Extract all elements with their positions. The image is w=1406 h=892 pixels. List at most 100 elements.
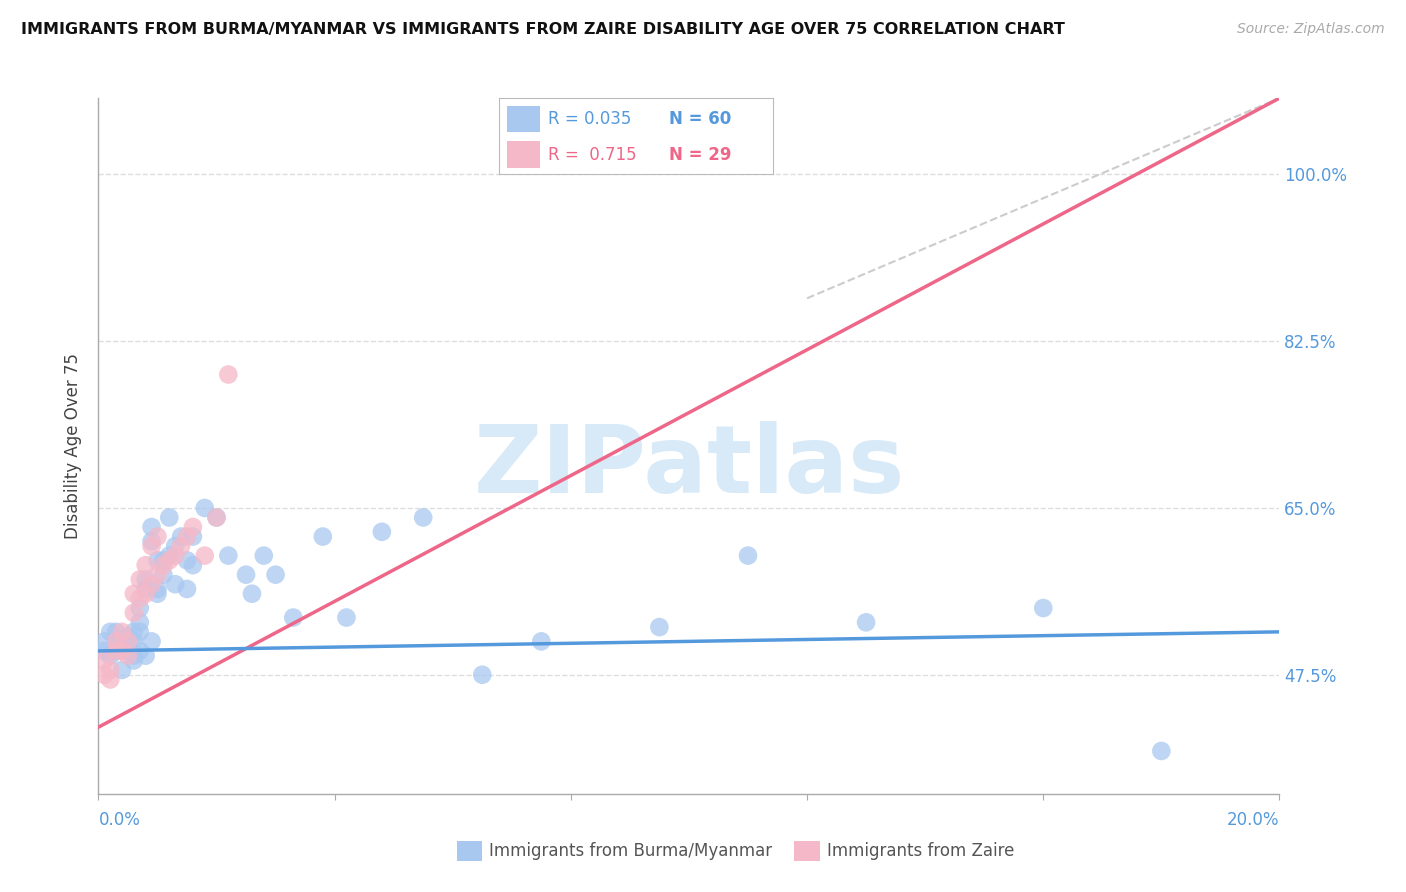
- Text: N = 60: N = 60: [669, 110, 731, 128]
- Point: [170, 530, 193, 544]
- Text: R =  0.715: R = 0.715: [548, 146, 637, 164]
- Point: [152, 553, 174, 567]
- Point: [283, 610, 305, 624]
- Point: [105, 634, 128, 648]
- Point: [128, 601, 150, 615]
- Point: [93, 644, 115, 658]
- Text: Immigrants from Burma/Myanmar: Immigrants from Burma/Myanmar: [489, 842, 772, 860]
- Point: [105, 634, 128, 648]
- Point: [111, 663, 134, 677]
- Point: [122, 587, 145, 601]
- Point: [165, 539, 187, 553]
- Text: Source: ZipAtlas.com: Source: ZipAtlas.com: [1237, 22, 1385, 37]
- Point: [217, 549, 239, 563]
- Point: [471, 667, 494, 681]
- Point: [205, 510, 228, 524]
- Y-axis label: Disability Age Over 75: Disability Age Over 75: [65, 353, 83, 539]
- Point: [122, 606, 145, 620]
- Point: [122, 624, 145, 639]
- Text: 20.0%: 20.0%: [1227, 811, 1279, 829]
- Bar: [508, 106, 540, 132]
- Point: [117, 634, 139, 648]
- Point: [194, 549, 217, 563]
- Point: [141, 577, 163, 591]
- Point: [98, 648, 121, 663]
- Point: [157, 510, 180, 524]
- Point: [146, 567, 169, 582]
- Point: [117, 644, 139, 658]
- Point: [141, 539, 163, 553]
- Point: [157, 549, 180, 563]
- Point: [530, 634, 553, 648]
- Point: [146, 582, 169, 596]
- Point: [128, 573, 150, 587]
- Text: Immigrants from Zaire: Immigrants from Zaire: [827, 842, 1014, 860]
- Point: [122, 653, 145, 667]
- Point: [141, 534, 163, 549]
- Point: [105, 644, 128, 658]
- Point: [93, 653, 115, 667]
- Point: [648, 620, 671, 634]
- Point: [98, 663, 121, 677]
- Point: [111, 644, 134, 658]
- Point: [135, 573, 157, 587]
- Point: [135, 587, 157, 601]
- Point: [157, 553, 180, 567]
- Point: [181, 558, 204, 573]
- Point: [111, 624, 134, 639]
- Text: ZIPatlas: ZIPatlas: [474, 421, 904, 513]
- Point: [855, 615, 877, 630]
- Point: [111, 634, 134, 648]
- Point: [152, 558, 174, 573]
- Point: [98, 624, 121, 639]
- Point: [253, 549, 276, 563]
- Point: [737, 549, 759, 563]
- Point: [217, 368, 239, 382]
- Text: IMMIGRANTS FROM BURMA/MYANMAR VS IMMIGRANTS FROM ZAIRE DISABILITY AGE OVER 75 CO: IMMIGRANTS FROM BURMA/MYANMAR VS IMMIGRA…: [21, 22, 1064, 37]
- Point: [135, 648, 157, 663]
- Point: [170, 539, 193, 553]
- Point: [240, 587, 263, 601]
- Point: [117, 639, 139, 653]
- Point: [146, 553, 169, 567]
- Point: [412, 510, 434, 524]
- Point: [135, 582, 157, 596]
- Point: [335, 610, 357, 624]
- Point: [141, 634, 163, 648]
- Point: [111, 644, 134, 658]
- Point: [176, 582, 198, 596]
- Point: [205, 510, 228, 524]
- Point: [194, 500, 217, 515]
- Bar: [508, 141, 540, 168]
- Point: [176, 553, 198, 567]
- Point: [264, 567, 287, 582]
- Point: [165, 577, 187, 591]
- Point: [146, 587, 169, 601]
- Point: [165, 549, 187, 563]
- Point: [152, 567, 174, 582]
- Point: [117, 648, 139, 663]
- Point: [93, 634, 115, 648]
- Point: [122, 648, 145, 663]
- Point: [93, 667, 115, 681]
- Point: [235, 567, 257, 582]
- Point: [312, 530, 335, 544]
- Point: [135, 558, 157, 573]
- Point: [128, 624, 150, 639]
- Text: N = 29: N = 29: [669, 146, 731, 164]
- Point: [1032, 601, 1054, 615]
- Point: [98, 673, 121, 687]
- Point: [128, 591, 150, 606]
- Point: [128, 644, 150, 658]
- Point: [122, 634, 145, 648]
- Point: [181, 530, 204, 544]
- Text: 0.0%: 0.0%: [98, 811, 141, 829]
- Point: [1150, 744, 1173, 758]
- Point: [176, 530, 198, 544]
- Point: [181, 520, 204, 534]
- Point: [117, 630, 139, 644]
- Point: [105, 644, 128, 658]
- Point: [146, 530, 169, 544]
- Text: R = 0.035: R = 0.035: [548, 110, 631, 128]
- Point: [141, 520, 163, 534]
